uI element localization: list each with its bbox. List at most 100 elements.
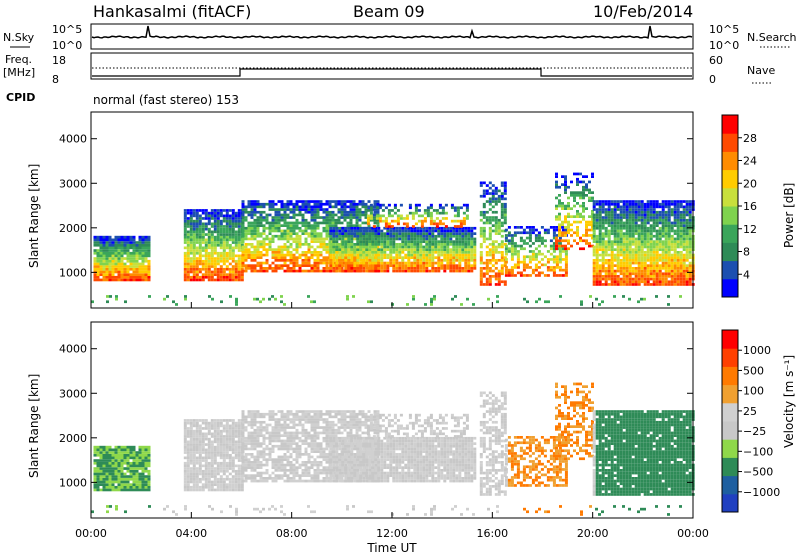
power-cell [286, 267, 290, 270]
power-cell [265, 202, 269, 206]
power-cell [307, 200, 311, 203]
power-cell [456, 206, 460, 210]
power-cell [274, 256, 278, 259]
power-cell [332, 269, 336, 273]
power-cell [198, 219, 202, 223]
power-cell [329, 234, 333, 238]
power-cell [425, 267, 429, 270]
power-cell [307, 208, 311, 211]
power-cell [413, 251, 417, 254]
power-cell [123, 251, 127, 255]
power-cell [649, 234, 653, 238]
power-cell [231, 267, 235, 271]
power-cell [371, 234, 375, 238]
power-cell [685, 218, 689, 222]
power-cell [298, 264, 302, 267]
power-cell [510, 247, 514, 251]
power-cell [219, 246, 223, 250]
velocity-cell [147, 464, 151, 468]
y-tick-label: 3000 [59, 177, 87, 190]
power-cell [250, 213, 254, 217]
power-cell [108, 273, 112, 276]
power-cell [634, 280, 638, 284]
power-cell [189, 235, 193, 239]
power-cell [231, 222, 235, 226]
power-cell [676, 253, 680, 257]
power-cell [643, 277, 647, 281]
power-cell [585, 223, 588, 227]
power-cell [96, 270, 100, 274]
velocity-cell [204, 443, 208, 446]
power-cell [377, 243, 381, 246]
power-cell [295, 202, 299, 206]
power-cell [413, 243, 417, 246]
power-cell [582, 210, 585, 213]
power-cell [576, 234, 579, 237]
power-cell [643, 253, 647, 257]
velocity-cell [126, 488, 130, 492]
power-cell [132, 273, 136, 276]
power-cell [268, 200, 272, 203]
power-cell [325, 234, 329, 238]
power-cell [507, 247, 511, 251]
power-cell [390, 209, 394, 212]
power-cell [558, 215, 561, 218]
power-cell [450, 219, 454, 223]
power-cell [195, 235, 199, 239]
velocity-cell [210, 419, 214, 422]
power-cell [555, 258, 559, 261]
power-cell [241, 218, 245, 222]
power-cell [637, 200, 641, 203]
power-cell [616, 229, 620, 233]
power-cell [460, 303, 463, 306]
power-cell [491, 275, 495, 278]
power-cell [488, 202, 492, 206]
noise-left-tick-bottom: 10^0 [52, 39, 82, 52]
power-cell [364, 210, 368, 214]
velocity-cell [210, 440, 214, 444]
power-cell [673, 221, 677, 225]
power-cell [234, 273, 238, 276]
velocity-cell [147, 488, 151, 492]
power-cell [192, 219, 196, 223]
power-cell [259, 256, 263, 259]
velocity-cell [96, 477, 100, 481]
power-cell [292, 229, 296, 233]
power-cell [277, 248, 281, 251]
power-cell [144, 265, 148, 268]
velocity-cell [210, 475, 214, 478]
power-cell [510, 244, 514, 248]
power-cell [405, 222, 409, 226]
power-cell [467, 226, 471, 230]
power-cell [383, 245, 387, 249]
power-cell [355, 221, 359, 225]
velocity-cell [135, 459, 139, 462]
power-cell [368, 232, 372, 235]
power-cell [570, 207, 573, 210]
velocity-cell [117, 477, 121, 481]
power-cell [337, 218, 341, 222]
power-cell [310, 240, 314, 243]
power-cell [413, 269, 417, 273]
power-cell [204, 267, 208, 271]
freq-tick-top: 18 [52, 54, 66, 67]
power-cell [688, 283, 692, 286]
power-cell [661, 208, 665, 211]
power-cell [135, 267, 139, 271]
power-cell [310, 234, 314, 238]
power-cell [485, 189, 489, 193]
velocity-cell [195, 472, 199, 476]
power-cell [322, 237, 326, 241]
power-cell [604, 221, 608, 225]
power-cell [494, 221, 498, 225]
velocity-cell [201, 483, 205, 486]
power-cell [271, 208, 275, 211]
colorbar-segment [722, 187, 738, 207]
power-cell [183, 265, 187, 268]
power-cell [313, 229, 317, 233]
power-cell [634, 256, 638, 259]
power-cell [519, 226, 523, 229]
power-cell [491, 205, 495, 209]
colorbar-segment [722, 242, 738, 262]
power-cell [416, 240, 420, 243]
